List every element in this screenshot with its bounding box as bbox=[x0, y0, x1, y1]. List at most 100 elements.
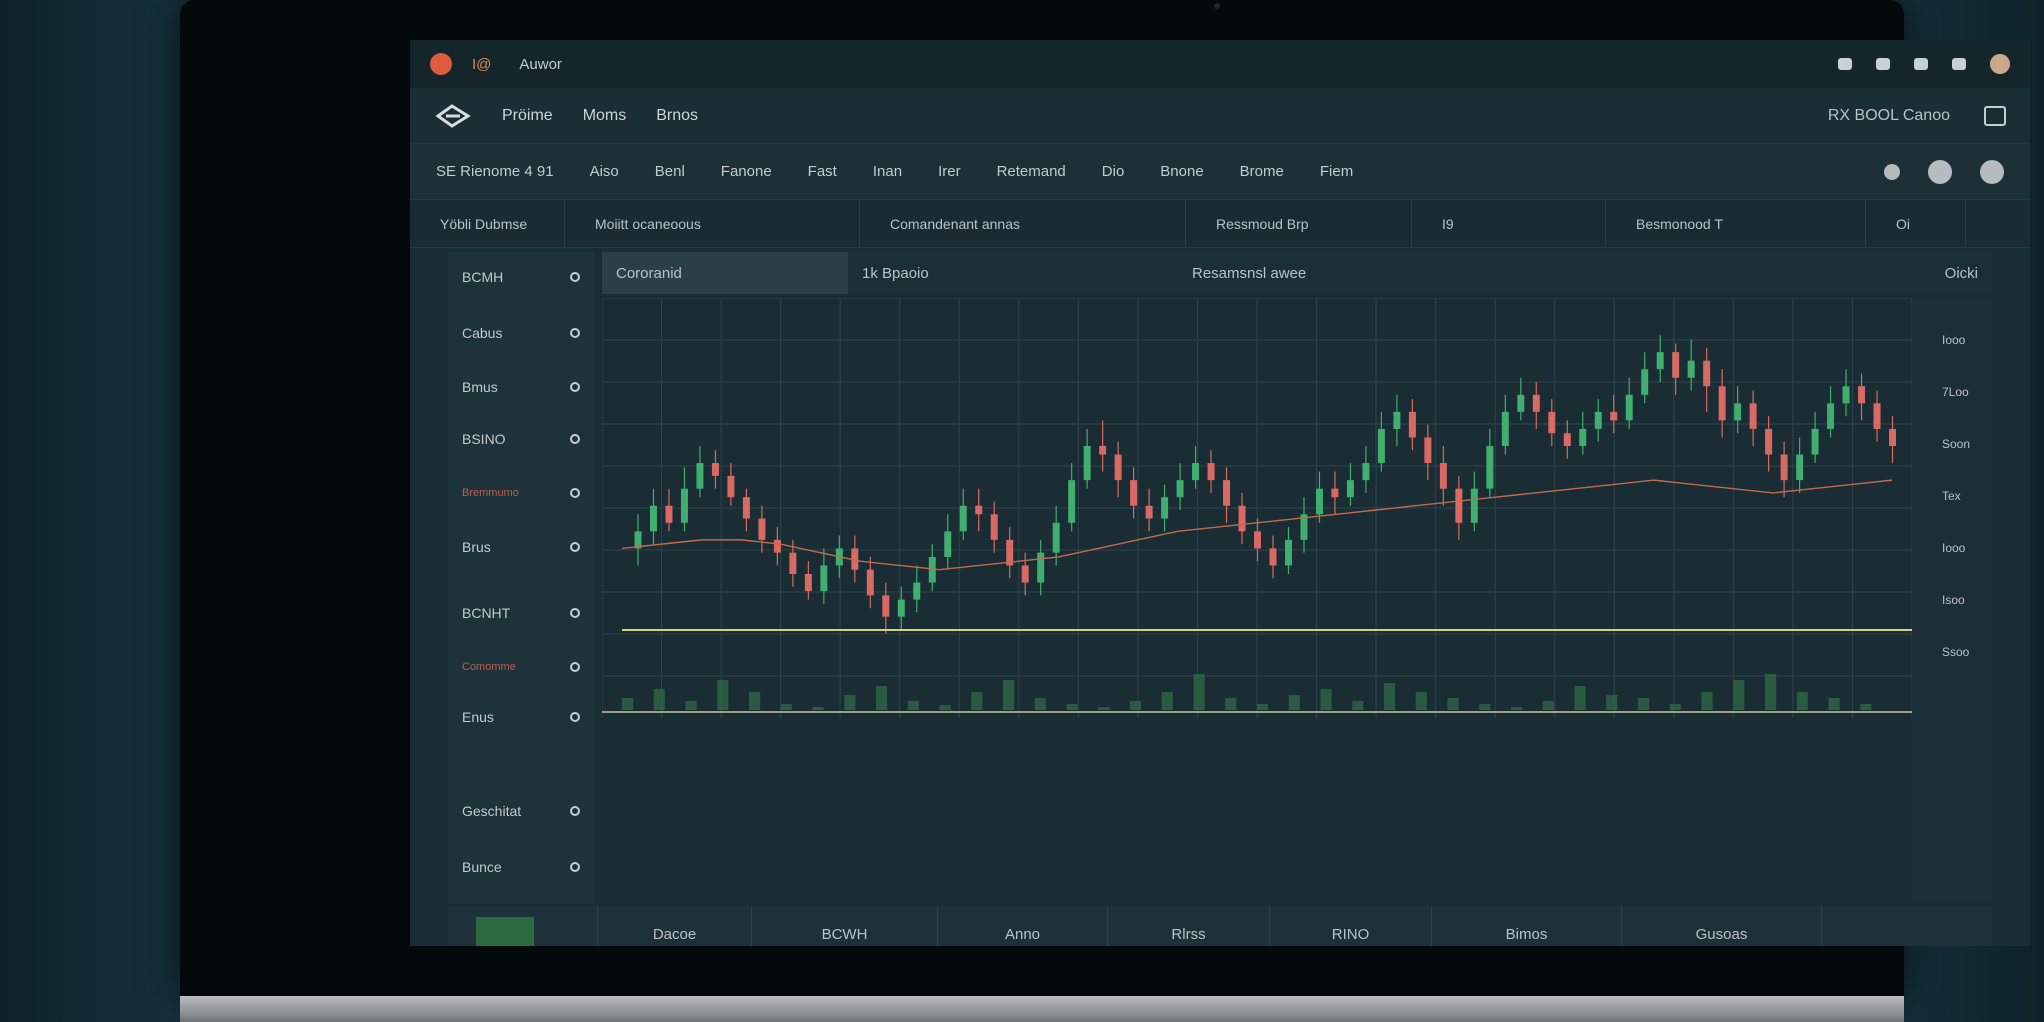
candle bbox=[758, 518, 766, 540]
bottom-item[interactable]: Dacoe bbox=[598, 906, 752, 946]
volume-bar bbox=[1765, 674, 1777, 710]
nav-item-1[interactable]: Pröime bbox=[502, 106, 553, 124]
toolbar-item[interactable]: Fanone bbox=[720, 163, 772, 180]
volume-bar bbox=[844, 695, 856, 710]
chart-tab[interactable]: Resamsnsl awee bbox=[1192, 264, 1307, 282]
chart-tab[interactable]: 1k Bpaoio bbox=[862, 264, 929, 282]
candle bbox=[1486, 446, 1494, 489]
volume-bar bbox=[939, 705, 951, 710]
indicator-cell[interactable]: Comandenant annas bbox=[860, 200, 1186, 247]
toolbar-item[interactable]: SE Rienome 4 91 bbox=[436, 163, 554, 180]
indicator-cell[interactable]: I9 bbox=[1412, 200, 1606, 247]
chart-tab[interactable]: Cororanid bbox=[602, 252, 848, 294]
bottom-item[interactable]: Bimos bbox=[1432, 906, 1622, 946]
indicator-cell[interactable]: Besmonood T bbox=[1606, 200, 1866, 247]
candle bbox=[1315, 488, 1323, 515]
candle bbox=[1625, 394, 1633, 421]
menu-icon[interactable] bbox=[1952, 58, 1966, 70]
app-screen: I@ Auwor Pröime Moms Brnos RX BOOL Canoo bbox=[410, 40, 2030, 946]
bottom-item[interactable]: Gusoas bbox=[1622, 906, 1822, 946]
sidebar-item-label: Bmus bbox=[462, 379, 498, 395]
toolbar-item[interactable]: Fast bbox=[807, 163, 837, 180]
tool-circle-icon[interactable] bbox=[1980, 159, 2004, 184]
tool-circle-icon[interactable] bbox=[1884, 163, 1900, 180]
bottom-item[interactable]: Anno bbox=[938, 906, 1108, 946]
candle bbox=[1238, 505, 1246, 532]
settings-icon[interactable] bbox=[1914, 58, 1928, 70]
y-tick-label: Iooo bbox=[1942, 541, 1966, 555]
candle bbox=[1548, 411, 1556, 434]
sidebar-item[interactable]: BCMH bbox=[448, 262, 594, 292]
nav-item-3[interactable]: Brnos bbox=[656, 106, 699, 124]
candle bbox=[1672, 352, 1680, 378]
radio-icon bbox=[570, 662, 580, 672]
sidebar-item[interactable]: Cabus bbox=[448, 318, 594, 348]
chat-icon[interactable] bbox=[1876, 58, 1890, 70]
indicator-cell[interactable]: Yöbli Dubmse bbox=[410, 200, 565, 247]
app-title: Auwor bbox=[519, 55, 562, 73]
candle bbox=[650, 505, 657, 532]
sidebar-item[interactable]: Comomme bbox=[448, 652, 594, 682]
candle bbox=[1377, 428, 1385, 464]
brand-logo-icon[interactable] bbox=[434, 102, 472, 130]
candle bbox=[959, 505, 967, 532]
candlestick-chart[interactable]: Iooo 7Loo Soon Tex Iooo Isoo Ssoo bbox=[601, 297, 1992, 902]
candle bbox=[1455, 488, 1463, 523]
indicator-cell[interactable]: Ressmoud Brp bbox=[1186, 200, 1412, 247]
volume-bar bbox=[1701, 692, 1713, 710]
sidebar-item[interactable]: Geschitat bbox=[448, 796, 594, 826]
volume-bar bbox=[1257, 704, 1269, 710]
candle bbox=[1563, 433, 1571, 446]
volume-bar bbox=[1606, 695, 1618, 710]
bottom-item[interactable]: RINO bbox=[1270, 906, 1432, 946]
volume-bar bbox=[907, 701, 919, 710]
candle bbox=[944, 531, 952, 557]
green-status-icon[interactable] bbox=[476, 917, 534, 946]
radio-icon bbox=[570, 542, 580, 552]
toolbar-item[interactable]: Bnone bbox=[1160, 163, 1204, 180]
tool-circle-icon[interactable] bbox=[1928, 159, 1952, 184]
volume-bar bbox=[685, 701, 697, 710]
indicator-cell[interactable]: Moiitt ocaneoous bbox=[565, 200, 860, 247]
toolbar-item[interactable]: Retemand bbox=[996, 163, 1066, 180]
sidebar-item[interactable]: BSINO bbox=[448, 424, 594, 454]
toolbar-item[interactable]: Irer bbox=[938, 163, 961, 180]
nav-item-2[interactable]: Moms bbox=[582, 106, 627, 124]
price-chart[interactable]: Iooo 7Loo Soon Tex Iooo Isoo Ssoo bbox=[601, 297, 1992, 902]
radio-icon bbox=[570, 862, 580, 872]
candle bbox=[1424, 437, 1432, 464]
avatar[interactable] bbox=[1990, 54, 2010, 74]
sidebar-item[interactable]: BCNHT bbox=[448, 598, 594, 628]
toolbar-item[interactable]: Fiem bbox=[1319, 163, 1354, 180]
candle bbox=[1718, 386, 1726, 421]
window-toggle-button[interactable] bbox=[1984, 105, 2006, 126]
candle bbox=[1176, 480, 1184, 498]
volume-bar bbox=[1384, 683, 1396, 710]
radio-icon bbox=[570, 328, 580, 338]
bottom-item[interactable]: BCWH bbox=[752, 906, 938, 946]
sidebar-item[interactable]: Brus bbox=[448, 532, 594, 562]
sidebar-item[interactable]: Enus bbox=[448, 702, 594, 732]
bottom-item[interactable]: Rlrss bbox=[1108, 906, 1270, 946]
candle bbox=[1842, 386, 1850, 404]
notification-icon[interactable] bbox=[1838, 58, 1852, 70]
toolbar-item[interactable]: Brome bbox=[1239, 163, 1284, 180]
sidebar-item[interactable]: Bremmumo bbox=[448, 478, 594, 508]
sidebar-item[interactable]: Bmus bbox=[448, 372, 594, 402]
toolbar-item[interactable]: Dio bbox=[1101, 163, 1125, 180]
candle bbox=[1037, 552, 1045, 583]
candle bbox=[1858, 386, 1866, 404]
volume-bar bbox=[1161, 692, 1173, 710]
toolbar-item[interactable]: Aiso bbox=[589, 163, 619, 180]
account-label[interactable]: RX BOOL Canoo bbox=[1827, 106, 1950, 124]
toolbar-item[interactable]: Inan bbox=[872, 163, 903, 180]
symbol-sidebar: BCMH Cabus Bmus BSINO Bremmumo Brus BCNH… bbox=[448, 252, 594, 904]
sidebar-item[interactable]: Bunce bbox=[448, 852, 594, 882]
candle bbox=[897, 599, 905, 617]
chart-toolbar: SE Rienome 4 91 Aiso Benl Fanone Fast In… bbox=[410, 144, 2030, 200]
indicator-cell[interactable]: Oi bbox=[1866, 200, 1966, 247]
chart-tab[interactable]: Oicki bbox=[1944, 264, 1978, 282]
sidebar-item-label: BCNHT bbox=[462, 605, 511, 621]
toolbar-item[interactable]: Benl bbox=[654, 163, 685, 180]
volume-bar bbox=[1511, 707, 1523, 710]
